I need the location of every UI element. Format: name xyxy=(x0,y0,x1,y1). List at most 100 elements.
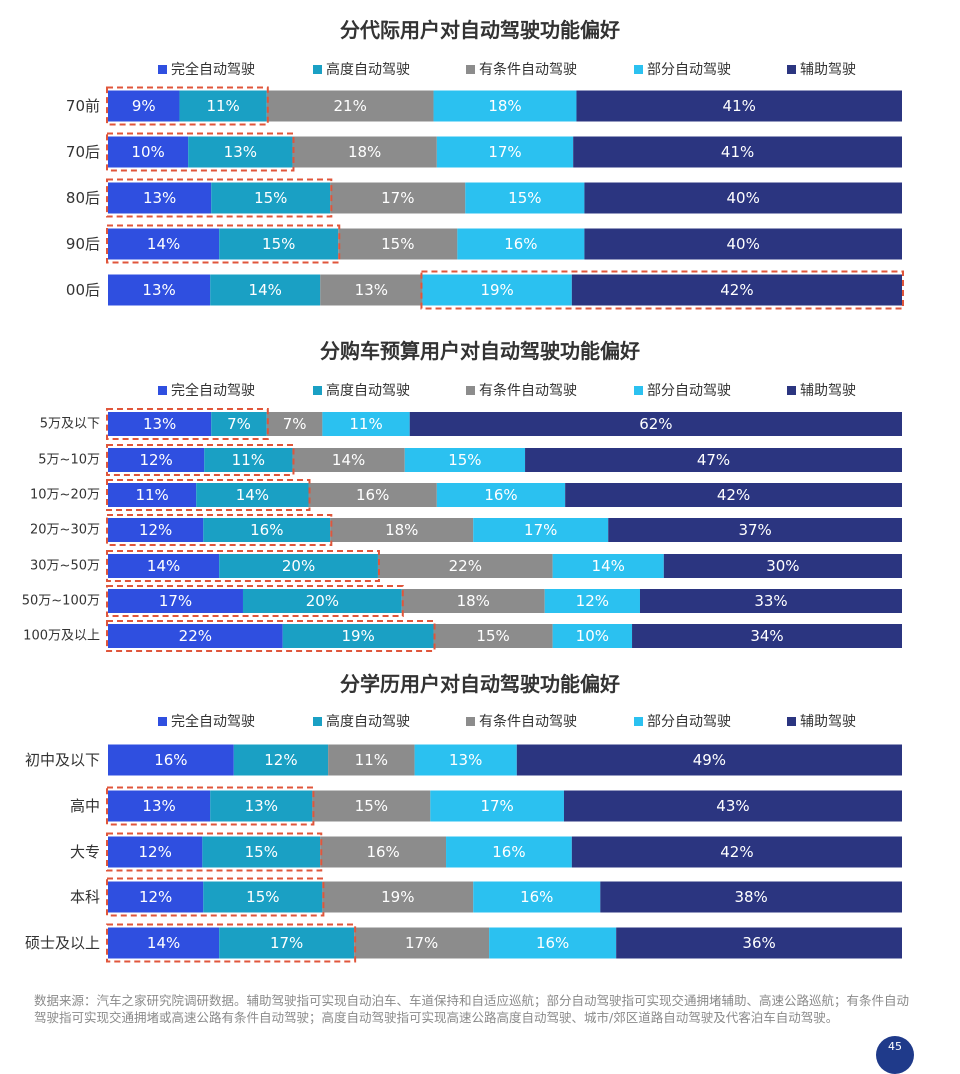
bar-segment xyxy=(422,274,572,306)
data-label: 16% xyxy=(484,486,517,504)
data-label: 21% xyxy=(333,97,366,115)
data-label: 14% xyxy=(147,934,180,952)
bar-segment xyxy=(433,90,577,122)
legend-swatch xyxy=(466,65,475,74)
bar-segment xyxy=(576,90,902,122)
data-label: 20% xyxy=(306,592,339,610)
category-label: 10万~20万 xyxy=(30,488,100,503)
data-label: 13% xyxy=(449,751,482,769)
category-label: 5万~10万 xyxy=(38,453,100,468)
bar-segment xyxy=(108,228,220,260)
highlight-box xyxy=(106,620,436,652)
bar-segment xyxy=(516,744,902,776)
legend-label: 完全自动驾驶 xyxy=(171,713,255,730)
page-number-badge: 45 xyxy=(876,1036,914,1074)
charts-canvas: 分代际用户对自动驾驶功能偏好完全自动驾驶 高度自动驾驶 有条件自动驾驶 部分自动驾驶辅… xyxy=(22,18,904,963)
data-label: 41% xyxy=(721,143,754,161)
data-label: 37% xyxy=(738,521,771,539)
legend-label: 高度自动驾驶 xyxy=(326,61,410,78)
data-label: 15% xyxy=(476,627,509,645)
bar-segment xyxy=(377,554,553,578)
data-label: 18% xyxy=(457,592,490,610)
bar-segment xyxy=(409,412,902,436)
bar-segment xyxy=(210,790,313,822)
bar-segment xyxy=(436,483,566,507)
data-label: 14% xyxy=(332,451,365,469)
data-label: 42% xyxy=(717,486,750,504)
bar-segment xyxy=(433,624,553,648)
data-label: 12% xyxy=(139,888,172,906)
highlight-box xyxy=(106,479,311,511)
data-label: 22% xyxy=(449,557,482,575)
data-label: 16% xyxy=(504,235,537,253)
data-label: 12% xyxy=(139,451,172,469)
legend-swatch xyxy=(787,386,796,395)
legend-swatch xyxy=(466,386,475,395)
footnote: 数据来源：汽车之家研究院调研数据。辅助驾驶指可实现自动泊车、车道保持和自适应巡航… xyxy=(34,993,910,1025)
bar-segment xyxy=(571,836,902,868)
bar-segment xyxy=(573,136,902,168)
category-label: 30万~50万 xyxy=(30,559,100,574)
chart-title: 分代际用户对自动驾驶功能偏好 xyxy=(340,18,620,42)
data-label: 17% xyxy=(270,934,303,952)
data-label: 11% xyxy=(135,486,168,504)
legend-label: 部分自动驾驶 xyxy=(647,383,731,399)
data-label: 36% xyxy=(742,934,775,952)
highlight-box xyxy=(106,224,341,264)
bar-segment xyxy=(639,589,902,613)
bar-segment xyxy=(446,836,572,868)
bar-segment xyxy=(322,881,474,913)
data-label: 30% xyxy=(766,557,799,575)
legend-swatch xyxy=(466,717,475,726)
bar-segment xyxy=(282,624,434,648)
legend-label: 完全自动驾驶 xyxy=(171,382,255,399)
legend-label: 部分自动驾驶 xyxy=(647,62,731,78)
data-label: 15% xyxy=(448,451,481,469)
bar-segment xyxy=(108,744,234,776)
category-label: 初中及以下 xyxy=(25,751,100,769)
bar-segment xyxy=(108,412,212,436)
bar-segment xyxy=(584,182,902,214)
bar-segment xyxy=(308,483,437,507)
data-label: 14% xyxy=(592,557,625,575)
data-label: 13% xyxy=(142,797,175,815)
bar-segment xyxy=(632,624,902,648)
highlight-box xyxy=(106,178,333,218)
bar-segment xyxy=(600,881,902,913)
bar-segment xyxy=(108,518,204,542)
data-label: 34% xyxy=(750,627,783,645)
data-label: 12% xyxy=(138,843,171,861)
legend-label: 辅助驾驶 xyxy=(800,62,856,78)
legend-swatch xyxy=(634,717,643,726)
bar-segment xyxy=(312,790,431,822)
category-label: 80后 xyxy=(66,189,100,207)
bar-segment xyxy=(354,927,490,959)
bar-segment xyxy=(544,589,640,613)
bar-segment xyxy=(108,448,205,472)
data-label: 14% xyxy=(236,486,269,504)
highlight-box xyxy=(106,86,269,126)
data-label: 13% xyxy=(224,143,257,161)
data-label: 47% xyxy=(697,451,730,469)
data-label: 12% xyxy=(576,592,609,610)
data-label: 17% xyxy=(159,592,192,610)
bar-segment xyxy=(473,881,601,913)
highlight-box xyxy=(106,444,295,476)
data-label: 49% xyxy=(693,751,726,769)
data-label: 12% xyxy=(139,521,172,539)
legend-swatch xyxy=(634,386,643,395)
bar-segment xyxy=(108,274,211,306)
bar-segment xyxy=(489,927,617,959)
bar-segment xyxy=(108,624,283,648)
bar-segment xyxy=(457,228,585,260)
bar-segment xyxy=(320,274,423,306)
data-label: 17% xyxy=(381,189,414,207)
bar-segment xyxy=(608,518,902,542)
bar-segment xyxy=(233,744,329,776)
legend-label: 高度自动驾驶 xyxy=(326,713,410,730)
legend-swatch xyxy=(787,717,796,726)
data-label: 17% xyxy=(524,521,557,539)
bar-segment xyxy=(108,927,220,959)
